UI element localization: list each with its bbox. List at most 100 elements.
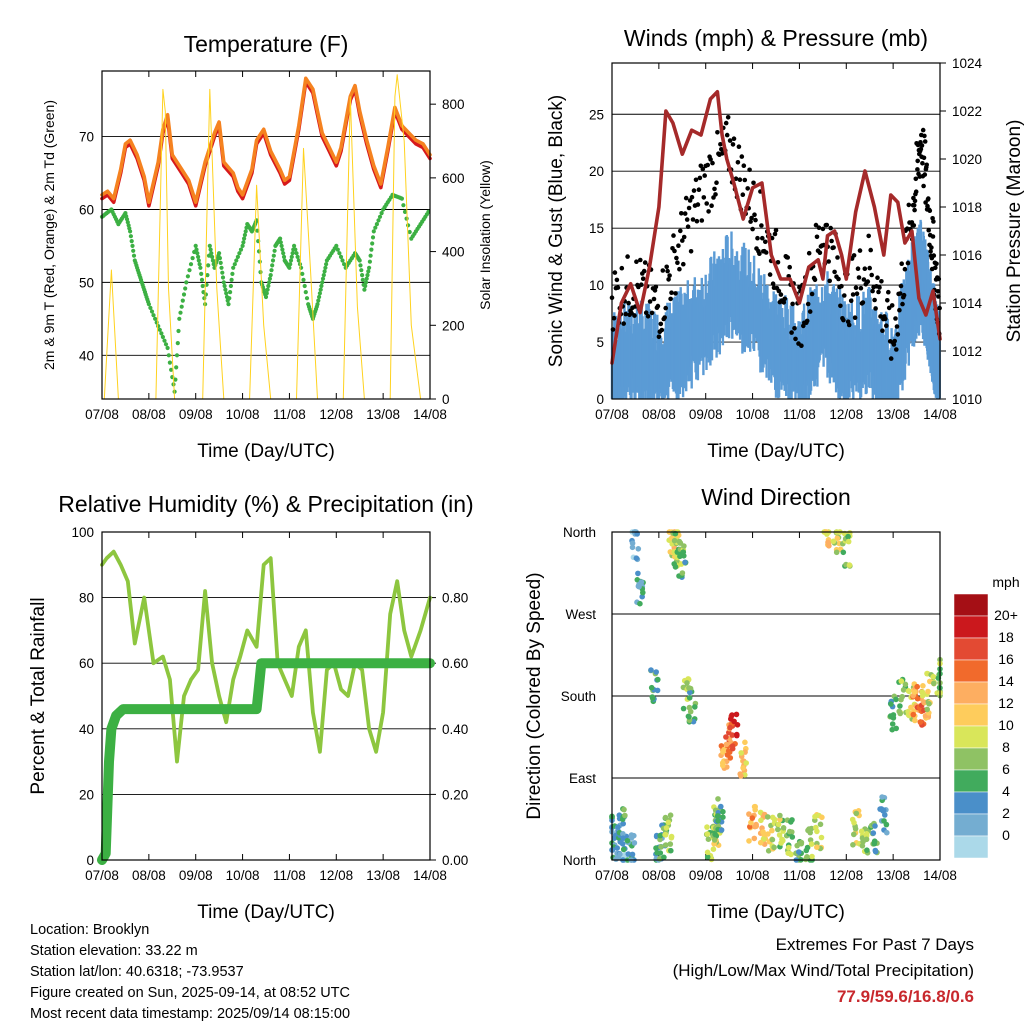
direction-point xyxy=(624,837,631,844)
gust-point xyxy=(893,316,898,321)
direction-point xyxy=(620,820,626,827)
dewpoint-point xyxy=(219,265,224,270)
gust-point xyxy=(694,218,700,224)
direction-point xyxy=(653,845,659,851)
direction-point xyxy=(620,846,627,853)
dewpoint-point xyxy=(374,222,379,227)
direction-point xyxy=(900,687,907,693)
gust-point xyxy=(841,317,846,323)
gust-point xyxy=(814,234,820,240)
dewpoint-point xyxy=(181,292,187,297)
gust-point xyxy=(693,177,699,183)
dewpoint-point xyxy=(166,353,171,358)
gust-point xyxy=(924,162,929,168)
gust-point xyxy=(708,157,713,162)
direction-point xyxy=(879,794,885,800)
precipitation-line xyxy=(97,658,435,865)
dewpoint-point xyxy=(317,294,322,300)
direction-point xyxy=(924,706,930,713)
gust-point xyxy=(770,281,776,287)
dewpoint-point xyxy=(272,248,277,253)
gust-point xyxy=(700,166,706,172)
x-tick-label: 07/08 xyxy=(595,868,629,883)
gust-point xyxy=(643,310,649,316)
gust-point xyxy=(852,315,858,321)
gust-point xyxy=(817,250,823,255)
location-text: Location: Brooklyn xyxy=(30,922,150,938)
dewpoint-point xyxy=(151,313,156,318)
gust-point xyxy=(918,146,924,152)
gust-point xyxy=(931,253,937,258)
x-tick-label: 07/08 xyxy=(595,407,629,422)
gust-point xyxy=(920,161,925,166)
gust-point xyxy=(672,248,677,254)
direction-point xyxy=(663,825,670,831)
dewpoint-point xyxy=(176,328,181,334)
gust-point xyxy=(773,228,779,233)
right-tick-label: 0.80 xyxy=(442,591,468,606)
gust-point xyxy=(697,175,703,181)
legend-label: 8 xyxy=(1002,739,1010,755)
gust-point xyxy=(876,289,881,295)
gust-point xyxy=(619,265,625,271)
direction-point xyxy=(729,732,736,738)
gust-point xyxy=(737,177,743,182)
gust-point xyxy=(891,342,897,347)
gust-point xyxy=(870,288,875,294)
gust-point xyxy=(820,226,826,232)
dewpoint-point xyxy=(323,265,328,270)
direction-point xyxy=(653,669,659,675)
gust-point xyxy=(829,238,834,244)
direction-point xyxy=(808,841,815,847)
dewpoint-point xyxy=(220,275,226,280)
dewpoint-point xyxy=(363,283,368,289)
direction-point xyxy=(733,711,740,718)
gust-point xyxy=(641,268,647,274)
gust-point xyxy=(658,321,664,327)
dewpoint-point xyxy=(242,232,247,238)
dewpoint-point xyxy=(174,365,179,370)
direction-point xyxy=(757,839,764,846)
direction-point xyxy=(629,851,636,858)
direction-point xyxy=(884,829,890,836)
direction-point xyxy=(924,670,930,677)
dewpoint-point xyxy=(302,283,307,289)
dewpoint-point xyxy=(157,327,162,332)
gust-point xyxy=(860,300,866,305)
direction-point xyxy=(714,813,721,819)
gust-point xyxy=(651,296,657,302)
dewpoint-point xyxy=(292,243,297,248)
gust-point xyxy=(689,194,695,200)
dewpoint-point xyxy=(175,341,180,346)
gust-point xyxy=(668,296,673,302)
x-tick-label: 11/08 xyxy=(783,407,816,422)
y-tick-label: 20 xyxy=(589,164,604,179)
gust-point xyxy=(751,180,756,186)
gust-point xyxy=(862,266,868,272)
direction-point xyxy=(631,840,638,846)
dewpoint-point xyxy=(234,258,239,263)
gust-point xyxy=(839,283,844,289)
gust-point xyxy=(889,303,895,308)
direction-point xyxy=(692,704,698,710)
dewpoint-point xyxy=(159,331,164,336)
gust-point xyxy=(739,154,745,159)
gust-point xyxy=(623,311,628,317)
dewpoint-point xyxy=(265,287,270,292)
station-info: Location: Brooklyn Station elevation: 33… xyxy=(30,920,350,1025)
x-tick-label: 09/08 xyxy=(689,407,723,422)
dewpoint-point xyxy=(376,218,381,223)
legend-swatch xyxy=(953,835,989,859)
gust-point xyxy=(928,249,933,254)
direction-tick-label: East xyxy=(569,771,596,786)
direction-point xyxy=(649,695,656,701)
gust-point xyxy=(645,314,651,319)
gust-point xyxy=(866,233,871,239)
x-tick-label: 12/08 xyxy=(319,868,353,883)
gust-point xyxy=(816,225,822,230)
gust-point xyxy=(879,279,884,284)
dewpoint-point xyxy=(368,253,373,258)
direction-point xyxy=(870,830,877,836)
x-tick-label: 12/08 xyxy=(829,407,863,422)
